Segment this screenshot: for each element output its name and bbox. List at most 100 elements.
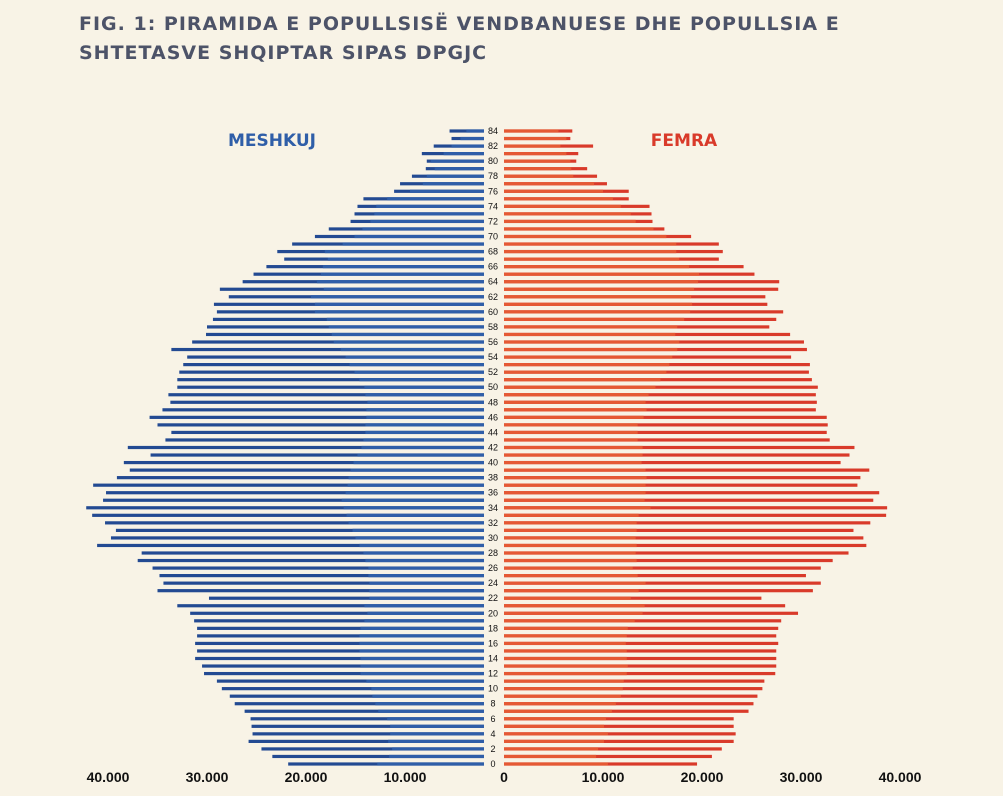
bar-male-vendbanuese-age-60 xyxy=(314,310,504,314)
bar-male-dpgjc-age-11 xyxy=(216,679,504,683)
bar-female-vendbanuese-age-19 xyxy=(504,619,635,623)
age-label-6: 6 xyxy=(490,714,495,724)
bar-female-vendbanuese-age-60 xyxy=(504,310,691,314)
bar-male-vendbanuese-age-44 xyxy=(365,430,504,435)
bar-male-vendbanuese-age-34 xyxy=(343,506,504,510)
bar-female-vendbanuese-age-39 xyxy=(504,468,646,472)
bar-male-vendbanuese-age-59 xyxy=(326,317,504,321)
bar-male-vendbanuese-age-40 xyxy=(353,460,504,465)
age-label-56: 56 xyxy=(488,337,498,347)
bar-female-vendbanuese-age-11 xyxy=(504,679,624,683)
bar-male-dpgjc-age-24 xyxy=(163,581,504,585)
bar-male-vendbanuese-age-55 xyxy=(340,347,504,352)
bar-female-vendbanuese-age-9 xyxy=(504,694,621,698)
bar-female-vendbanuese-age-74 xyxy=(504,204,621,208)
bar-male-vendbanuese-age-33 xyxy=(346,513,504,517)
bar-male-vendbanuese-age-46 xyxy=(366,415,504,419)
bar-female-vendbanuese-age-58 xyxy=(504,325,678,329)
bar-male-vendbanuese-age-30 xyxy=(355,536,504,540)
bar-male-dpgjc-age-7 xyxy=(244,709,504,713)
bar-male-vendbanuese-age-26 xyxy=(368,566,504,570)
bar-female-vendbanuese-age-14 xyxy=(504,656,627,661)
bar-female-dpgjc-age-11 xyxy=(504,679,765,683)
age-label-72: 72 xyxy=(488,216,498,226)
age-label-4: 4 xyxy=(490,729,495,739)
bar-male-vendbanuese-age-17 xyxy=(359,634,504,638)
bar-female-vendbanuese-age-56 xyxy=(504,340,680,344)
bar-male-vendbanuese-age-68 xyxy=(324,249,504,254)
age-label-78: 78 xyxy=(488,171,498,181)
bar-female-dpgjc-age-40 xyxy=(504,460,841,465)
bar-male-dpgjc-age-23 xyxy=(157,589,504,593)
age-label-14: 14 xyxy=(488,654,498,664)
bar-female-dpgjc-age-39 xyxy=(504,468,870,472)
bar-female-vendbanuese-age-52 xyxy=(504,370,667,374)
bar-male-dpgjc-age-35 xyxy=(103,498,505,502)
bar-male-vendbanuese-age-51 xyxy=(359,378,504,382)
bar-female-dpgjc-age-37 xyxy=(504,483,858,487)
bar-female-vendbanuese-age-31 xyxy=(504,528,637,532)
bar-male-vendbanuese-age-74 xyxy=(376,204,504,208)
bar-female-vendbanuese-age-77 xyxy=(504,182,595,186)
bar-female-vendbanuese-age-27 xyxy=(504,558,637,563)
bar-female-dpgjc-age-41 xyxy=(504,453,850,457)
bar-female-dpgjc-age-8 xyxy=(504,702,754,706)
x-axis-ticks-group: 40.000 30.000 20.000 10.000 0 10.000 20.000 30.… xyxy=(87,769,922,785)
bar-male-dpgjc-age-6 xyxy=(250,717,504,721)
age-label-42: 42 xyxy=(488,443,498,453)
bar-female-vendbanuese-age-30 xyxy=(504,536,636,540)
bar-female-vendbanuese-age-35 xyxy=(504,498,645,502)
bar-male-dpgjc-age-19 xyxy=(194,619,504,623)
bar-female-vendbanuese-age-61 xyxy=(504,302,693,306)
bar-female-dpgjc-age-25 xyxy=(504,574,806,578)
age-label-24: 24 xyxy=(488,578,498,588)
bar-female-vendbanuese-age-23 xyxy=(504,589,639,593)
bar-female-dpgjc-age-49 xyxy=(504,393,816,397)
age-label-80: 80 xyxy=(488,156,498,166)
age-label-64: 64 xyxy=(488,277,498,287)
bar-male-vendbanuese-age-28 xyxy=(363,551,504,555)
bar-female-dpgjc-age-27 xyxy=(504,558,833,563)
bar-female-dpgjc-age-12 xyxy=(504,671,776,676)
age-label-12: 12 xyxy=(488,669,498,679)
bar-female-dpgjc-age-28 xyxy=(504,551,849,555)
bar-female-vendbanuese-age-34 xyxy=(504,506,651,510)
bar-female-dpgjc-age-13 xyxy=(504,664,777,668)
bar-female-dpgjc-age-9 xyxy=(504,694,758,698)
bar-male-vendbanuese-age-41 xyxy=(357,453,504,457)
bar-female-dpgjc-age-16 xyxy=(504,641,779,646)
bar-male-vendbanuese-age-48 xyxy=(367,400,504,404)
bar-male-vendbanuese-age-2 xyxy=(392,747,504,751)
bar-male-vendbanuese-age-31 xyxy=(352,528,504,532)
bar-female-vendbanuese-age-64 xyxy=(504,280,699,284)
age-label-40: 40 xyxy=(488,458,498,468)
bar-male-vendbanuese-age-77 xyxy=(422,182,504,186)
bar-female-dpgjc-age-5 xyxy=(504,724,734,728)
bar-male-vendbanuese-age-58 xyxy=(328,325,504,329)
age-labels-group: 0246810121416182022242628303234363840424… xyxy=(484,126,504,769)
bar-male-dpgjc-age-37 xyxy=(93,483,505,487)
bar-female-vendbanuese-age-0 xyxy=(504,762,608,766)
bar-male-dpgjc-age-51 xyxy=(177,378,505,382)
bar-male-vendbanuese-age-27 xyxy=(365,558,504,563)
bar-male-vendbanuese-age-39 xyxy=(350,468,504,472)
age-label-46: 46 xyxy=(488,412,498,422)
age-label-28: 28 xyxy=(488,548,498,558)
age-label-62: 62 xyxy=(488,292,498,302)
bar-male-vendbanuese-age-79 xyxy=(434,167,504,171)
bar-female-vendbanuese-age-72 xyxy=(504,219,636,224)
bar-male-dpgjc-age-45 xyxy=(157,423,504,427)
bar-female-vendbanuese-age-32 xyxy=(504,521,637,525)
bar-female-vendbanuese-age-55 xyxy=(504,347,678,352)
bar-male-vendbanuese-age-5 xyxy=(390,724,504,728)
bar-male-dpgjc-age-34 xyxy=(86,506,504,510)
bar-female-vendbanuese-age-65 xyxy=(504,272,700,276)
bar-male-vendbanuese-age-57 xyxy=(331,332,504,337)
bar-male-vendbanuese-age-35 xyxy=(341,498,504,502)
bar-male-vendbanuese-age-64 xyxy=(316,280,504,284)
bar-male-dpgjc-age-13 xyxy=(202,664,505,668)
x-tick-label-5: 10.000 xyxy=(582,769,625,785)
bar-female-dpgjc-age-46 xyxy=(504,415,827,419)
bar-female-vendbanuese-age-24 xyxy=(504,581,646,585)
age-label-background xyxy=(484,127,504,768)
